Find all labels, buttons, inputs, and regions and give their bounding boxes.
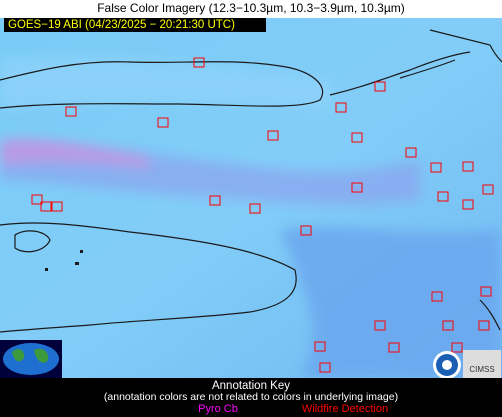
key-title: Annotation Key (212, 380, 290, 392)
fire-box (319, 362, 331, 373)
fire-box (478, 320, 490, 331)
title: False Color Imagery (12.3−10.3µm, 10.3−3… (97, 1, 405, 15)
fire-box (351, 182, 363, 193)
fire-box (209, 195, 221, 206)
fire-box (65, 106, 77, 117)
fire-box (374, 320, 386, 331)
fire-box (388, 342, 400, 353)
title-bar (0, 0, 502, 18)
timestamp: GOES−19 ABI (04/23/2025 − 20:21:30 UTC) (8, 19, 235, 31)
earth-logo (0, 340, 62, 378)
noaa-logo: CIMSS (433, 350, 501, 379)
fire-box (451, 342, 463, 353)
svg-text:CIMSS: CIMSS (469, 365, 494, 374)
fire-box (430, 162, 442, 173)
fire-box (51, 201, 63, 212)
fire-box (249, 203, 261, 214)
fire-box (480, 286, 492, 297)
fire-box (157, 117, 169, 128)
key-item: Wildfire Detection (302, 403, 388, 415)
key-note: (annotation colors are not related to co… (104, 391, 398, 403)
fire-box (482, 184, 494, 195)
fire-box (431, 291, 443, 302)
fire-box (405, 147, 417, 158)
key-bar (0, 378, 502, 417)
fire-box (193, 57, 205, 68)
fire-box (442, 320, 454, 331)
fire-box (351, 132, 363, 143)
fire-box (300, 225, 312, 236)
fire-box (267, 130, 279, 141)
fire-box (462, 199, 474, 210)
fire-box (31, 194, 43, 205)
fire-box (437, 191, 449, 202)
fire-box (40, 201, 52, 212)
fire-box (314, 341, 326, 352)
imagery: GOES−19 ABI (04/23/2025 − 20:21:30 UTC) … (0, 18, 502, 379)
timestamp-bar (4, 18, 266, 32)
fire-box (335, 102, 347, 113)
fire-box (374, 81, 386, 92)
fire-box (462, 161, 474, 172)
key-item: Pyro Cb (198, 403, 238, 415)
